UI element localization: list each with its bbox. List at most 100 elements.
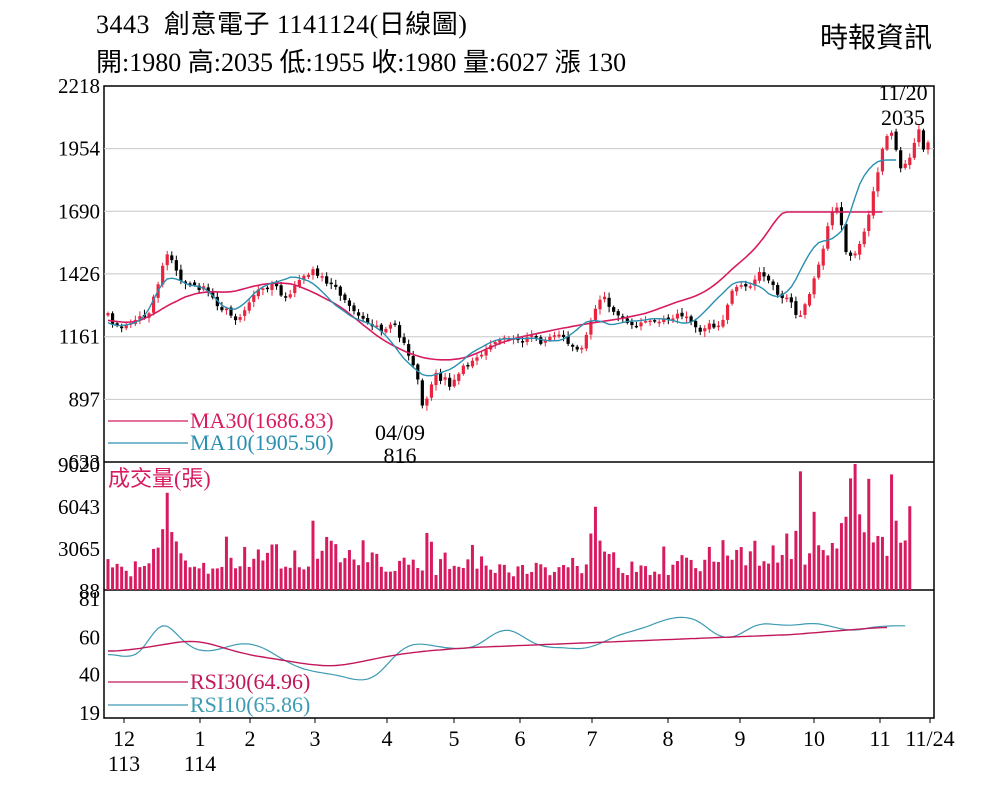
volume-bar (593, 506, 597, 590)
ohlc-item: 收:1980 (364, 48, 457, 77)
source-label: 時報資訊 (819, 23, 932, 54)
x-tick-label: 6 (515, 726, 526, 751)
volume-bar (206, 573, 210, 590)
ma10-line (107, 159, 897, 377)
volume-bar (416, 567, 420, 590)
volume-bar (762, 561, 766, 590)
candle-body (858, 243, 862, 255)
candle-body (694, 320, 698, 328)
volume-bar (539, 564, 543, 590)
volume-bar (858, 514, 862, 590)
volume-bar (794, 530, 798, 590)
volume-bar (671, 564, 675, 590)
candle-body (470, 360, 475, 367)
candle-body (151, 296, 156, 313)
volume-bar (630, 561, 634, 590)
volume-bar (703, 559, 707, 590)
volume-bar (612, 552, 616, 590)
candle-body (867, 214, 871, 231)
volume-bar (238, 566, 242, 590)
volume-bar (789, 559, 793, 590)
volume-bar (352, 559, 356, 590)
volume-bar (871, 542, 875, 590)
candle-body (238, 317, 242, 320)
volume-bar (384, 571, 388, 590)
candle-body (384, 328, 388, 333)
candle-body (261, 288, 265, 290)
candle-body (684, 316, 689, 319)
candle-body (243, 310, 247, 316)
volume-bar (306, 566, 310, 590)
volume-bar (439, 559, 443, 590)
volume-bar (767, 563, 771, 590)
volume-bar (739, 547, 743, 590)
volume-bar (138, 567, 142, 590)
candle-body (671, 318, 675, 321)
candle-body (639, 322, 643, 327)
x-year-label: 114 (184, 751, 216, 776)
legend-label: RSI10(65.86) (190, 692, 310, 717)
candle-body (844, 224, 848, 253)
volume-bar (320, 550, 324, 590)
candle-body (434, 372, 438, 386)
volume-bar (220, 566, 224, 590)
volume-bar (571, 557, 575, 590)
volume-bar (562, 565, 566, 590)
volume-bar (748, 551, 752, 590)
volume-bar (821, 550, 825, 590)
candle-body (744, 284, 748, 287)
candle-body (256, 289, 260, 297)
candle-body (284, 296, 288, 298)
volume-bar (188, 567, 192, 590)
legend-label: RSI30(64.96) (190, 669, 310, 694)
volume-bar (357, 565, 361, 590)
price-tick-label: 633 (69, 450, 101, 474)
volume-bar (448, 568, 452, 590)
volume-bar (124, 570, 128, 590)
volume-bar (265, 552, 269, 590)
volume-bar (229, 557, 233, 590)
volume-bar (780, 554, 784, 590)
candle-body (876, 172, 880, 192)
candle-body (334, 284, 338, 287)
candle-body (297, 280, 301, 287)
volume-bar (243, 546, 247, 590)
candle-body (899, 150, 903, 169)
candle-body (375, 325, 379, 328)
volume-bar (862, 532, 866, 590)
volume-bar (808, 553, 812, 590)
candle-body (407, 344, 411, 356)
volume-bar (648, 575, 652, 590)
volume-bar (179, 553, 183, 590)
volume-bar (885, 555, 889, 590)
volume-bar (288, 567, 292, 590)
candle-body (443, 377, 447, 380)
volume-bar (211, 568, 215, 590)
candle-body (106, 313, 110, 316)
candle-body (561, 334, 566, 337)
volume-bar (849, 478, 853, 590)
candle-body (402, 337, 406, 343)
volume-bar (457, 566, 461, 590)
candle-body (397, 325, 402, 338)
ma30-line (107, 211, 883, 361)
ohlc-item: 開:1980 (96, 48, 182, 77)
volume-bar (325, 536, 329, 590)
candle-body (174, 260, 178, 271)
volume-bar (411, 559, 415, 590)
candle-body (525, 337, 529, 342)
candle-body (534, 336, 538, 338)
candle-body (220, 307, 224, 311)
candle-body (612, 307, 616, 312)
volume-bar (894, 520, 898, 590)
x-tick-label: 9 (735, 726, 746, 751)
x-tick-label: 1 (195, 726, 206, 751)
stock-code: 3443 (96, 10, 150, 39)
price-tick-label: 1954 (58, 137, 101, 161)
candle-body (739, 285, 743, 287)
volume-bar (698, 571, 702, 590)
volume-bar (908, 506, 912, 590)
price-tick-label: 1161 (59, 325, 100, 349)
x-tick-label: 4 (382, 726, 393, 751)
rsi30-line (108, 626, 888, 667)
